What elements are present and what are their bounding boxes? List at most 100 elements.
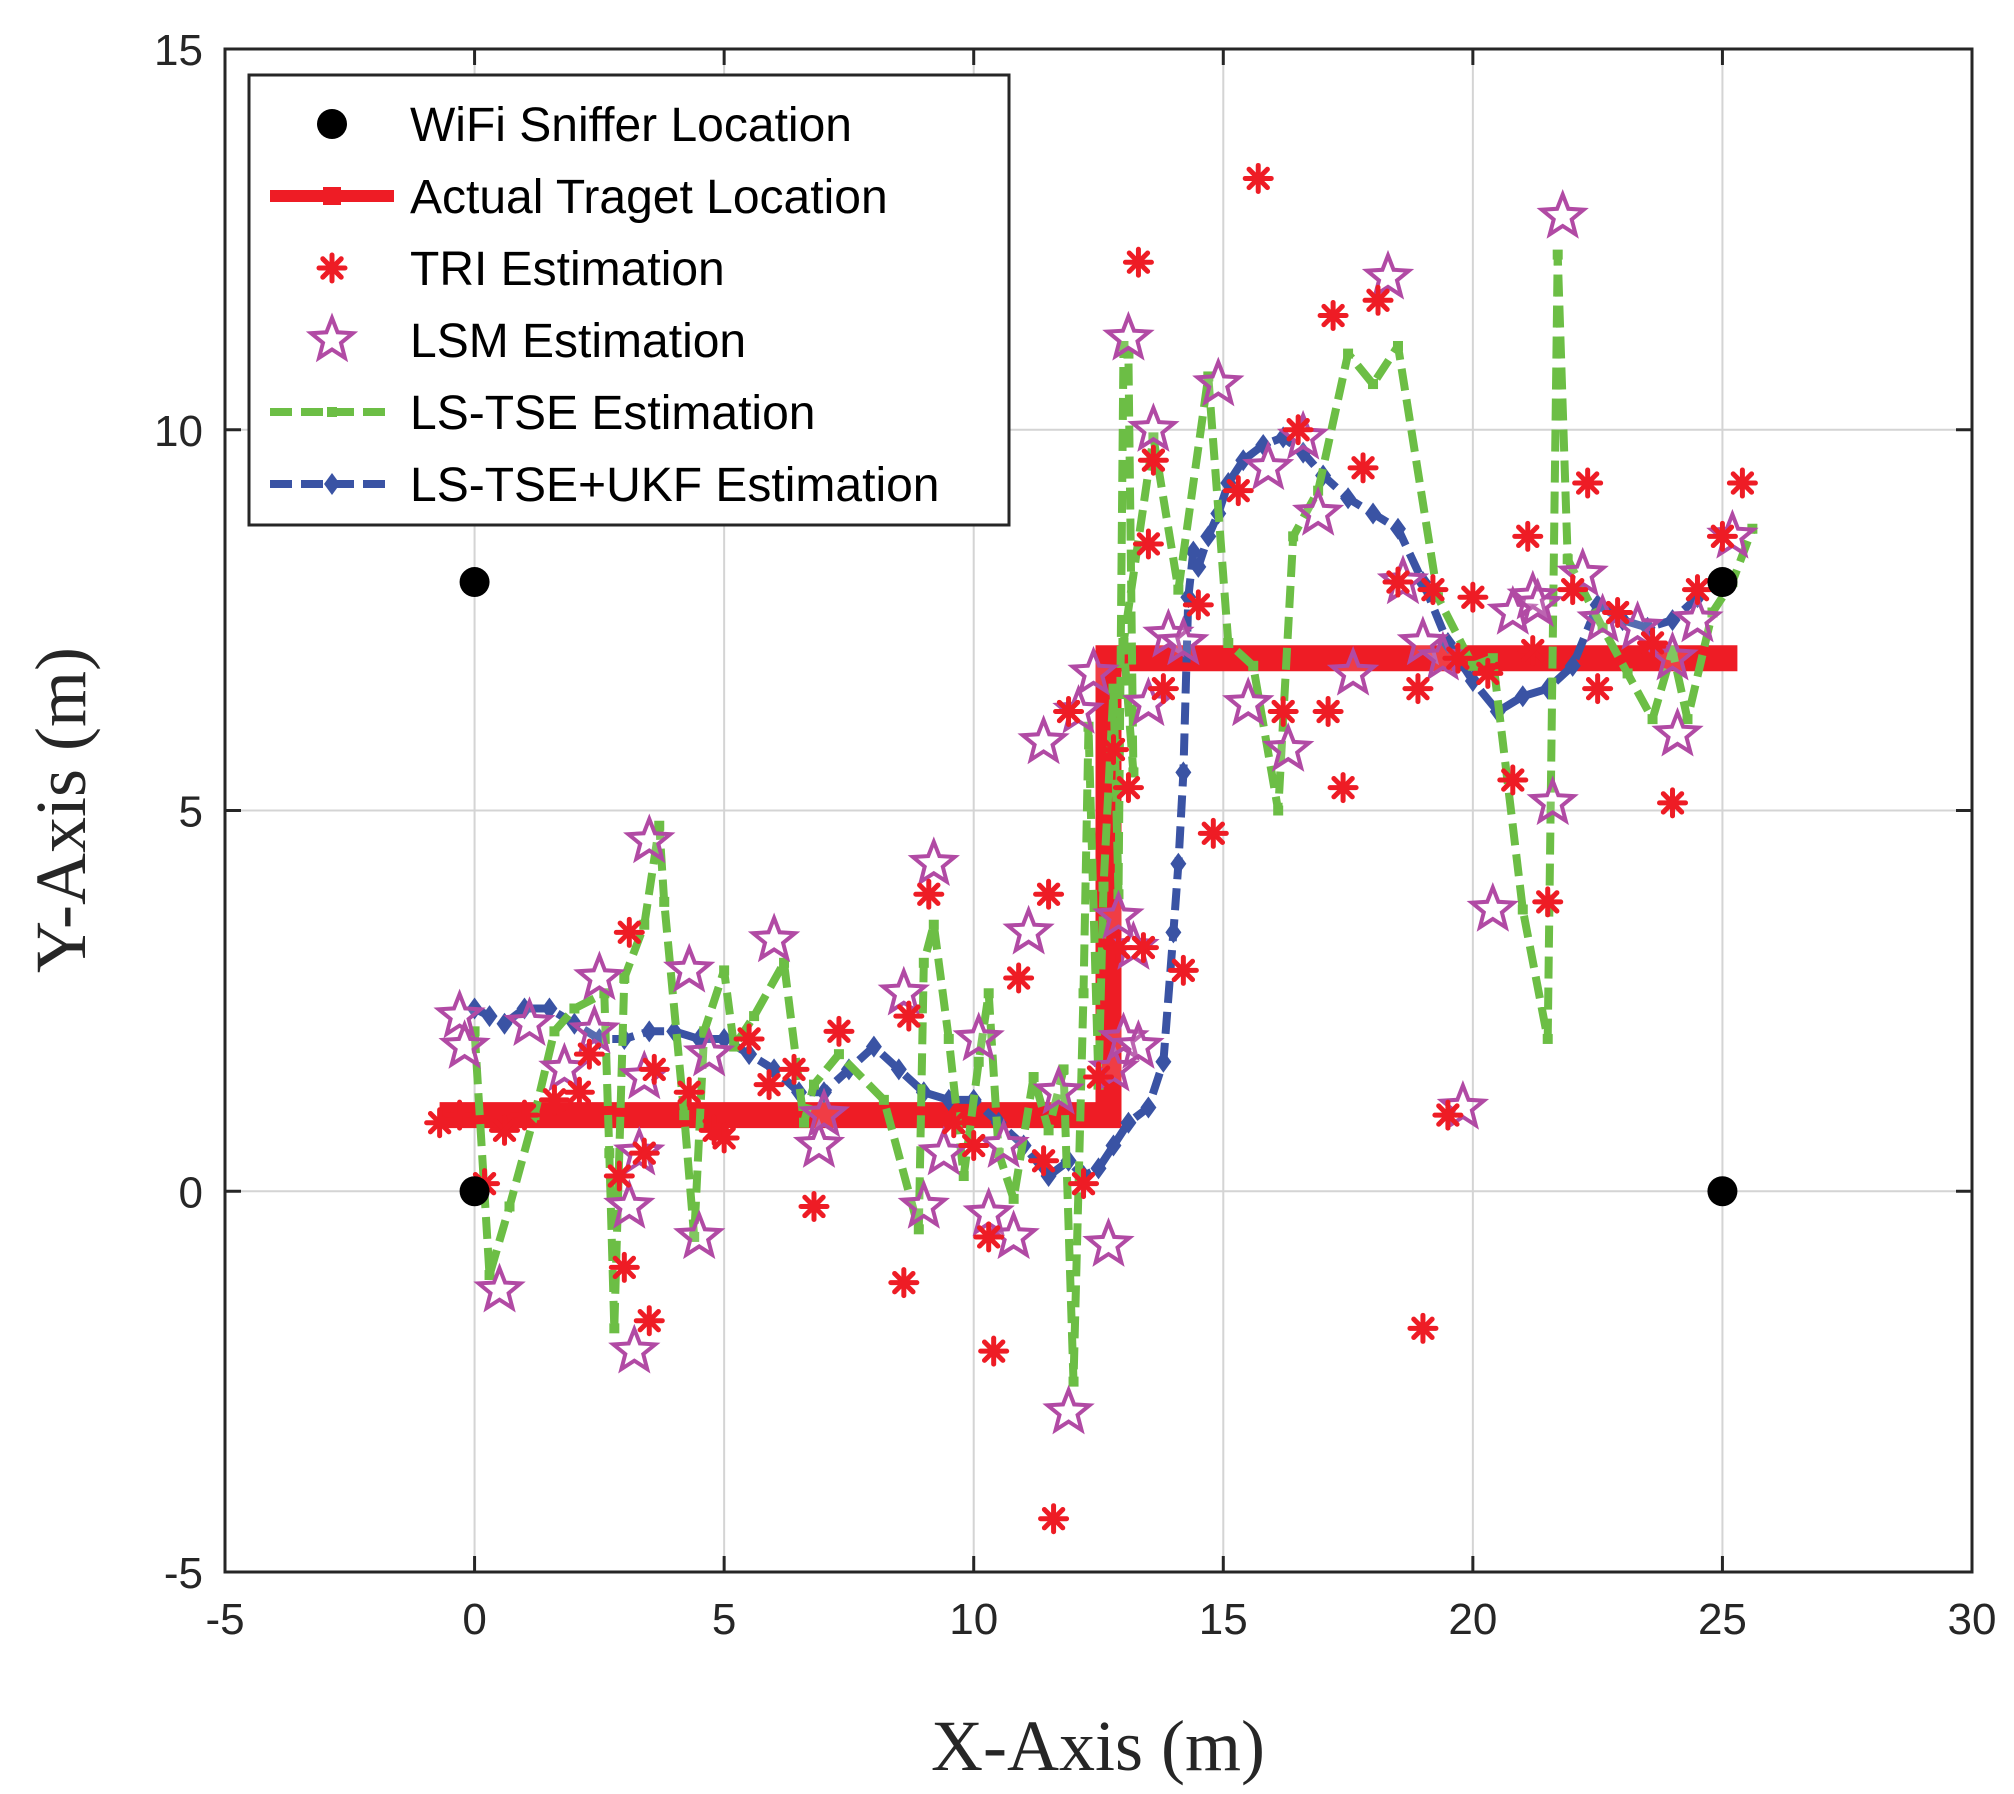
ls-tse-point — [654, 820, 665, 831]
tri-point — [888, 1267, 920, 1299]
lsm-point — [1067, 645, 1120, 696]
tri-point — [489, 1114, 521, 1146]
tri-point — [424, 1107, 456, 1139]
tri-point — [1637, 627, 1669, 659]
sniffer-point — [1707, 567, 1738, 598]
tri-point — [608, 1251, 640, 1283]
legend-item-ls-tse-estimation: LS-TSE Estimation — [270, 387, 815, 440]
series-layer — [424, 162, 1759, 1535]
tri-point — [823, 1015, 855, 1047]
ukf-point — [1340, 487, 1357, 510]
ukf-point — [1365, 502, 1382, 525]
tri-point — [1068, 1168, 1100, 1200]
x-tick-label: -5 — [205, 1595, 244, 1644]
lsm-point — [603, 1179, 656, 1229]
ukf-point — [1105, 1134, 1122, 1157]
ls-tse-point — [549, 1026, 560, 1037]
ukf-point — [496, 1012, 513, 1035]
x-tick-label: 0 — [462, 1595, 486, 1644]
lsm-point — [1192, 356, 1245, 407]
ls-tse-point — [749, 1011, 760, 1022]
lsm-point — [1671, 592, 1724, 643]
ls-tse-point — [504, 1201, 515, 1212]
lsm-point — [1042, 1384, 1095, 1435]
lsm-point — [1361, 249, 1415, 300]
tri-point — [538, 1084, 570, 1116]
actual-location-line — [439, 645, 1738, 1129]
ls-tse-point — [679, 1110, 690, 1121]
lsm-point — [673, 1209, 726, 1260]
tri-point — [1033, 878, 1065, 910]
y-tick-label: -5 — [164, 1549, 203, 1598]
x-tick-label: 5 — [712, 1595, 736, 1644]
lsm-point — [1157, 615, 1210, 666]
lsm-point — [1651, 706, 1704, 757]
lsm-point — [897, 1179, 950, 1229]
tri-point — [1127, 932, 1159, 964]
tri-point — [1147, 673, 1179, 705]
ls-tse-point — [659, 896, 670, 907]
ukf-point — [890, 1058, 907, 1081]
tri-point — [613, 916, 645, 948]
ls-tse-point — [943, 1033, 954, 1044]
legend-box — [247, 73, 1011, 527]
x-tick-label: 25 — [1698, 1595, 1747, 1644]
lsm-point — [623, 813, 676, 864]
lsm-point — [1466, 882, 1519, 932]
series-actual-traget-location — [439, 645, 1738, 1129]
legend-item-ls-tse-ukf-estimation: LS-TSE+UKF Estimation — [270, 459, 940, 512]
tri-point — [973, 1221, 1005, 1253]
tri-point — [798, 1190, 830, 1222]
ukf-point — [1165, 921, 1182, 944]
ls-tse-point — [1068, 1376, 1079, 1387]
tri-point — [1112, 772, 1144, 804]
legend-marker — [317, 109, 347, 139]
tri-point — [673, 1076, 705, 1108]
ls-tse-point — [639, 919, 650, 930]
ukf-point — [1170, 852, 1187, 875]
ls-tse-point — [913, 1224, 924, 1235]
ls-tse-point — [1118, 340, 1129, 351]
tri-point — [1517, 635, 1549, 667]
tri-point — [1222, 475, 1254, 507]
tri-point — [1167, 954, 1199, 986]
ls-tse-point — [1058, 1064, 1069, 1075]
ls-tse-point — [1288, 531, 1299, 542]
ls-tse-point — [1487, 653, 1498, 664]
lsm-point — [433, 988, 486, 1039]
ls-tse-point — [1128, 767, 1139, 778]
tri-point — [1327, 772, 1359, 804]
ls-tse-point — [878, 1094, 889, 1105]
tri-point — [1083, 1061, 1114, 1093]
tri-point — [1532, 886, 1564, 918]
ls-tse-point — [779, 957, 790, 968]
lsm-point — [1262, 722, 1315, 772]
ls-tse-point — [1562, 554, 1573, 565]
x-tick-label: 30 — [1948, 1595, 1997, 1644]
ukf-point — [1564, 654, 1581, 677]
lsm-point — [1536, 189, 1589, 239]
ls-tse-point — [1622, 668, 1633, 679]
tri-point — [708, 1122, 740, 1154]
ls-tse-point — [484, 1270, 495, 1281]
ukf-point — [541, 997, 558, 1020]
lsm-point — [1646, 630, 1699, 681]
ls-tse-point — [928, 919, 939, 930]
ls-tse-point — [619, 973, 630, 984]
lsm-point — [438, 1019, 491, 1069]
lsm-point — [1127, 402, 1180, 452]
lsm-point — [1222, 676, 1275, 727]
lsm-point — [1291, 486, 1345, 536]
ukf-point — [1190, 555, 1207, 578]
ls-tse-point — [1667, 645, 1678, 656]
legend-marker — [316, 252, 348, 284]
ukf-point — [641, 1020, 658, 1043]
ls-tse-point — [689, 1231, 700, 1242]
tri-point — [508, 1099, 540, 1131]
ls-tse-point — [1043, 1125, 1054, 1136]
tri-point — [444, 1099, 476, 1131]
tri-point — [1053, 696, 1085, 728]
ls-tse-point — [599, 988, 610, 999]
y-tick-label: 0 — [179, 1168, 203, 1217]
